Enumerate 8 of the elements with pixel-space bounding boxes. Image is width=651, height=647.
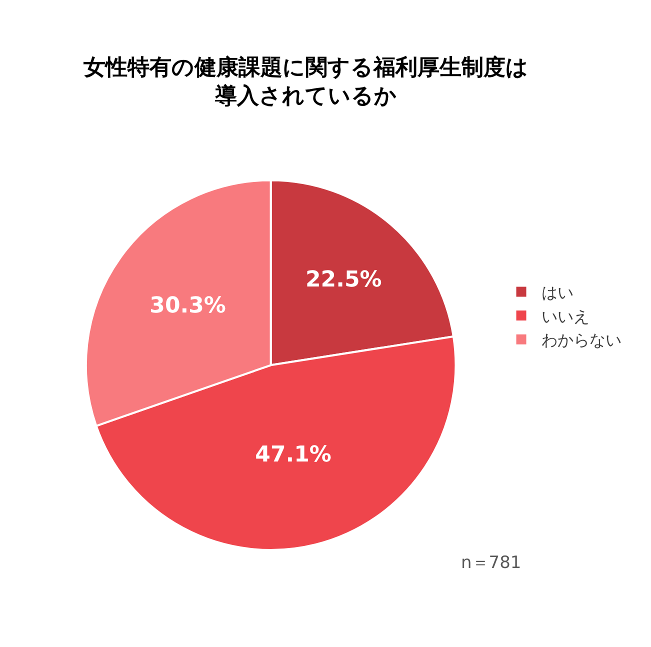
legend-label: いいえ [541,306,590,326]
legend-label: わからない [541,330,622,350]
data-label: 47.1% [255,442,332,468]
chart-title: 女性特有の健康課題に関する福利厚生制度は導入されているか [82,54,528,110]
data-label: 22.5% [305,267,382,292]
legend-label: はい [541,282,574,302]
data-label: 30.3% [150,294,226,319]
text: n＝781 [461,553,522,573]
